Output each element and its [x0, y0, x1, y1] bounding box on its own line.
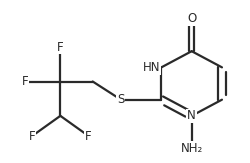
- Text: O: O: [187, 12, 196, 25]
- Text: F: F: [85, 130, 92, 143]
- Text: F: F: [29, 130, 35, 143]
- Text: HN: HN: [142, 61, 160, 74]
- Text: F: F: [22, 75, 29, 88]
- Text: S: S: [117, 93, 125, 106]
- Text: NH₂: NH₂: [180, 142, 203, 155]
- Text: N: N: [187, 109, 196, 122]
- Text: F: F: [57, 41, 64, 54]
